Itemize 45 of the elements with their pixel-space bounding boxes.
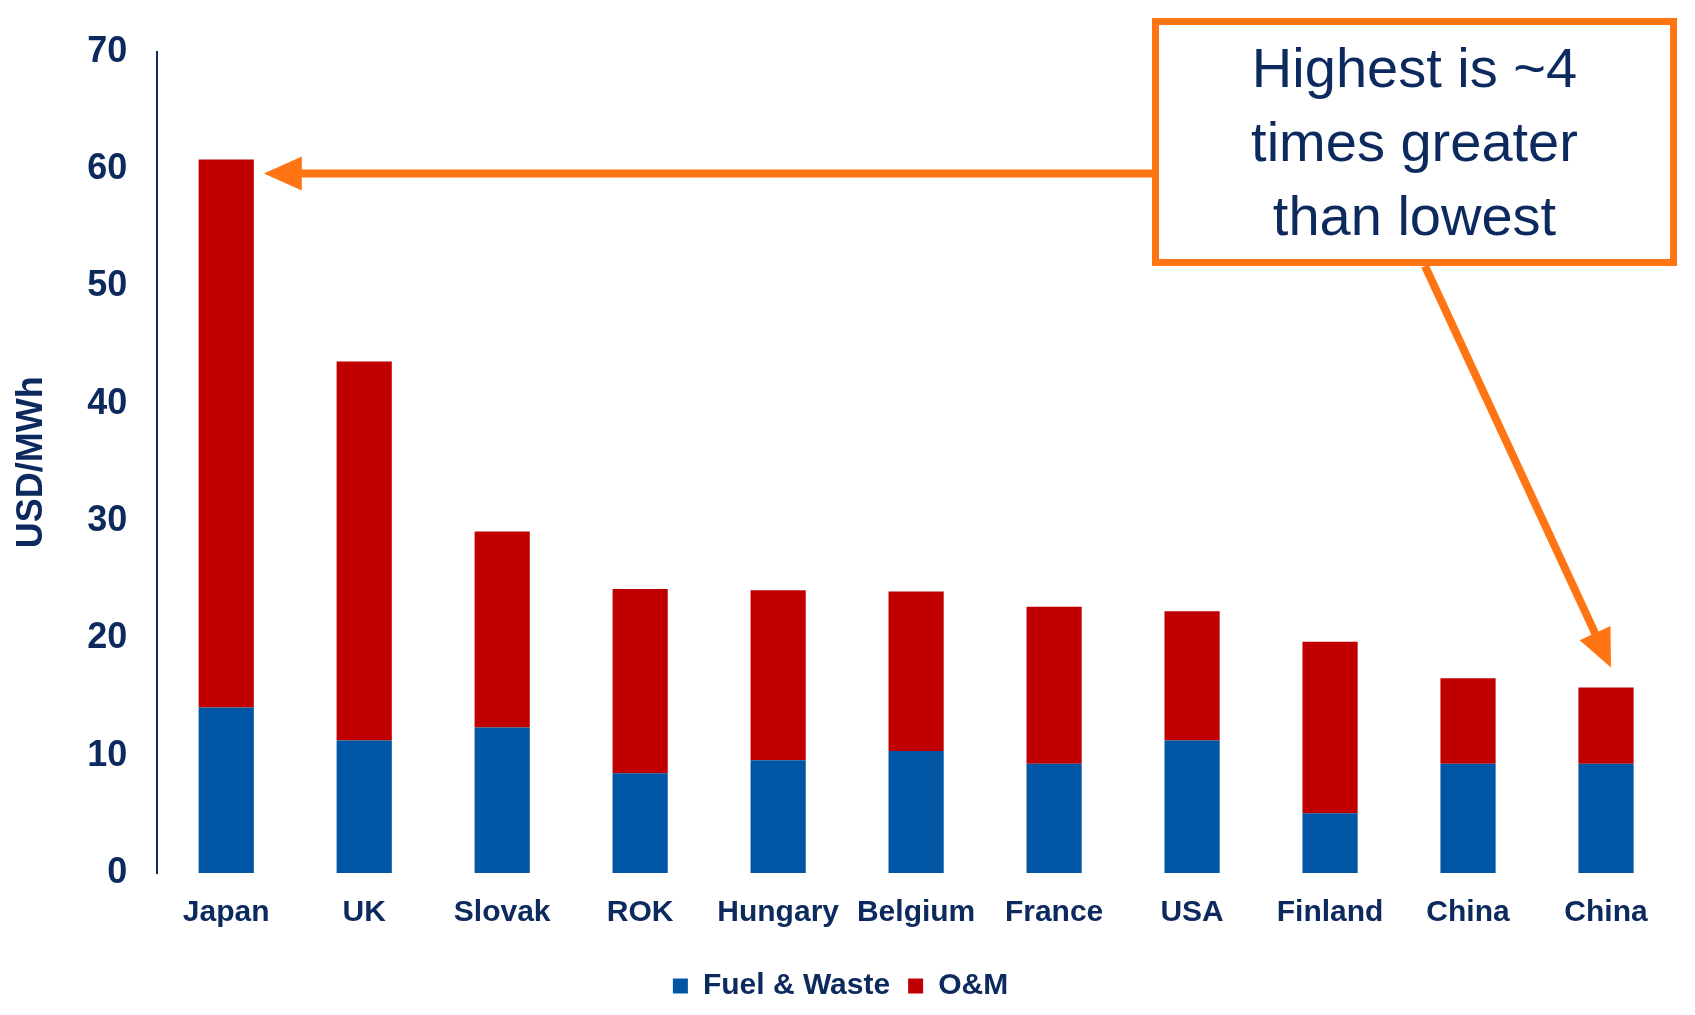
y-tick-label: 60 — [87, 145, 128, 187]
x-tick-label: Belgium — [856, 894, 976, 928]
bar — [1164, 611, 1220, 741]
bar — [888, 591, 944, 751]
bar — [1578, 763, 1634, 873]
bar — [336, 361, 392, 741]
bar — [750, 760, 806, 873]
x-tick-label: China — [1426, 894, 1511, 928]
bar — [612, 589, 668, 774]
bar — [198, 159, 254, 708]
y-axis-title: USD/MWh — [8, 376, 50, 549]
x-tick-label: ROK — [606, 894, 674, 928]
bar — [336, 740, 392, 873]
y-tick-label: 30 — [87, 497, 128, 539]
y-tick-label: 50 — [87, 263, 128, 305]
x-tick-label: Japan — [182, 894, 270, 928]
bar — [474, 727, 530, 873]
legend-label: Fuel & Waste — [702, 967, 891, 1001]
y-tick-label: 10 — [87, 732, 128, 774]
x-tick-label: UK — [342, 894, 387, 928]
y-tick-label: 20 — [87, 615, 128, 657]
bar — [1440, 763, 1496, 873]
bar — [198, 707, 254, 873]
legend-label: O&M — [938, 967, 1009, 1001]
bar — [1026, 606, 1082, 764]
y-tick-label: 70 — [87, 28, 128, 70]
x-tick-label: USA — [1160, 894, 1224, 928]
bar — [1302, 813, 1358, 873]
bar — [750, 590, 806, 761]
y-tick-label: 40 — [87, 380, 128, 422]
bar — [474, 531, 530, 728]
x-tick-label: Finland — [1276, 894, 1384, 928]
bar — [612, 773, 668, 873]
bar — [1578, 687, 1634, 764]
callout-box: Highest is ~4 times greater than lowest — [1152, 18, 1677, 266]
x-tick-label: Slovak — [453, 894, 551, 928]
x-tick-label: Hungary — [717, 894, 840, 928]
bar — [888, 750, 944, 873]
x-tick-label: China — [1564, 894, 1648, 928]
bar — [1164, 740, 1220, 873]
bar — [1026, 763, 1082, 873]
y-tick-label: 0 — [107, 849, 128, 891]
bar — [1440, 678, 1496, 764]
bar — [1302, 641, 1358, 814]
x-tick-label: France — [1004, 894, 1104, 928]
